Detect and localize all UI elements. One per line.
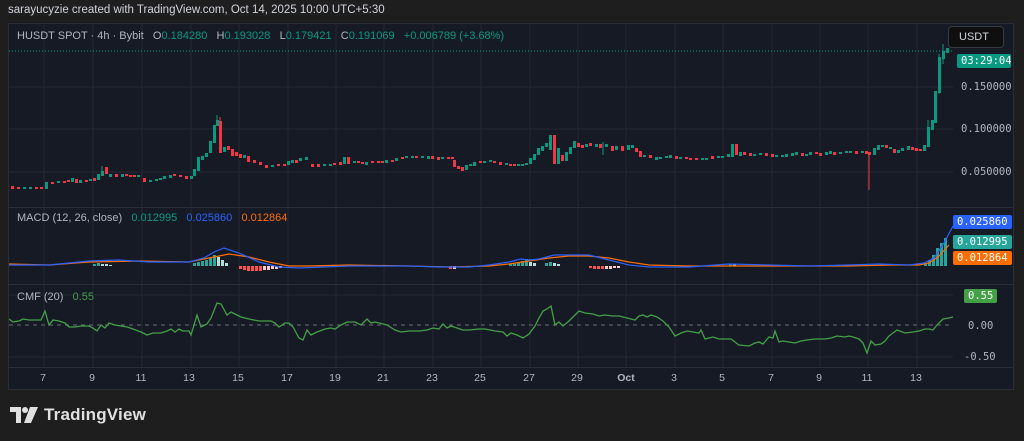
cmf-value: 0.55 <box>72 291 95 303</box>
time-axis-divider <box>9 367 1013 368</box>
time-tick: 3 <box>671 372 677 384</box>
price-tick: 0.050000 <box>961 166 1012 178</box>
currency-button[interactable]: USDT <box>948 26 1004 48</box>
macd-histogram-value: 0.012995 <box>131 212 178 224</box>
time-tick: 25 <box>474 372 486 384</box>
symbol-name: HUSDT SPOT · 4h · Bybit <box>17 30 144 42</box>
price-tick: 0.100000 <box>961 123 1012 135</box>
cmf-tag: 0.55 <box>964 289 998 303</box>
price-chart-svg <box>9 24 953 207</box>
high-value: 0.193028 <box>224 30 271 42</box>
cmf-legend: CMF (20) 0.55 <box>17 291 94 303</box>
tradingview-logo[interactable]: TradingView <box>10 405 146 425</box>
time-tick: 13 <box>910 372 922 384</box>
pane-divider[interactable] <box>9 207 1013 208</box>
time-tick: 19 <box>329 372 341 384</box>
time-tick: 11 <box>135 372 147 384</box>
macd-line-value: 0.025860 <box>186 212 233 224</box>
chart-container[interactable]: HUSDT SPOT · 4h · Bybit O0.184280 H0.193… <box>8 23 1014 390</box>
open-value: 0.184280 <box>161 30 208 42</box>
time-tick: 7 <box>768 372 774 384</box>
time-tick: 7 <box>40 372 46 384</box>
time-tick: 21 <box>377 372 389 384</box>
time-tick: 29 <box>571 372 583 384</box>
cmf-tick: 0.00 <box>968 320 994 332</box>
countdown-tag: 03:29:04 <box>957 54 1012 68</box>
cmf-chart-svg <box>9 285 954 367</box>
macd-line-tag: 0.025860 <box>953 215 1012 229</box>
close-value: 0.191069 <box>348 30 395 42</box>
symbol-legend: HUSDT SPOT · 4h · Bybit O0.184280 H0.193… <box>17 30 505 42</box>
time-tick: 11 <box>861 372 873 384</box>
cmf-title: CMF (20) <box>17 291 64 303</box>
brand-name: TradingView <box>44 405 147 424</box>
price-tick: 0.150000 <box>961 81 1012 93</box>
low-value: 0.179421 <box>285 30 332 42</box>
candles <box>11 44 949 190</box>
cmf-pane[interactable]: CMF (20) 0.55 0.55 0.00 -0.50 <box>9 285 1013 367</box>
macd-signal-value: 0.012864 <box>241 212 288 224</box>
cmf-tick: -0.50 <box>964 351 996 363</box>
chart-credit: sarayucyzie created with TradingView.com… <box>8 4 385 16</box>
time-tick: 15 <box>232 372 244 384</box>
time-tick: 23 <box>426 372 438 384</box>
macd-histogram-tag: 0.012995 <box>953 235 1012 249</box>
macd-signal-tag: 0.012864 <box>953 251 1012 265</box>
time-tick: 5 <box>719 372 725 384</box>
time-tick: 27 <box>523 372 535 384</box>
time-tick: 9 <box>89 372 95 384</box>
tradingview-logo-icon <box>10 407 38 423</box>
macd-legend: MACD (12, 26, close) 0.012995 0.025860 0… <box>17 212 287 224</box>
macd-chart-svg <box>9 208 954 284</box>
time-tick: 17 <box>281 372 293 384</box>
macd-pane[interactable]: MACD (12, 26, close) 0.012995 0.025860 0… <box>9 208 1013 284</box>
macd-title: MACD (12, 26, close) <box>17 212 123 224</box>
time-tick: 9 <box>816 372 822 384</box>
time-tick: Oct <box>617 372 635 384</box>
time-tick: 13 <box>183 372 195 384</box>
change-value: +0.006789 (+3.68%) <box>403 30 505 42</box>
price-pane[interactable]: HUSDT SPOT · 4h · Bybit O0.184280 H0.193… <box>9 24 1013 207</box>
pane-divider[interactable] <box>9 284 1013 285</box>
